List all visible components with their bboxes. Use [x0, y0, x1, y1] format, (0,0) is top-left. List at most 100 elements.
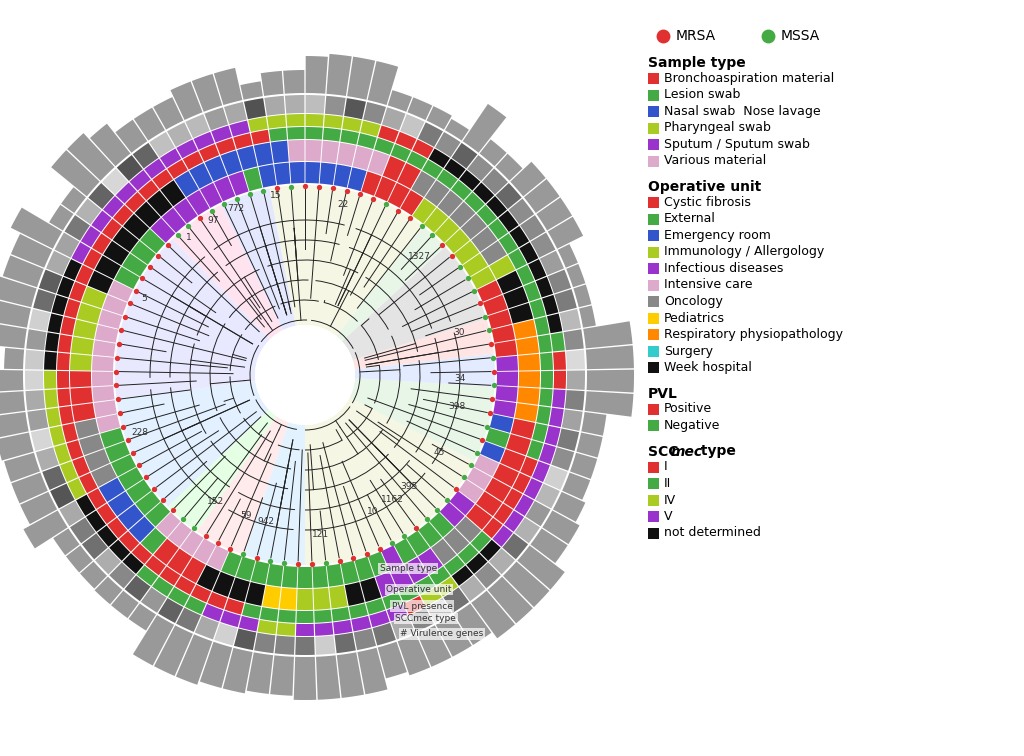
Wedge shape — [93, 340, 116, 357]
Text: External: External — [664, 212, 716, 225]
Wedge shape — [523, 282, 541, 302]
Wedge shape — [373, 623, 396, 646]
Wedge shape — [4, 453, 40, 482]
Text: Week hospital: Week hospital — [664, 361, 752, 374]
Text: Cystic fibrosis: Cystic fibrosis — [664, 196, 751, 209]
Wedge shape — [444, 556, 465, 575]
Wedge shape — [239, 616, 259, 631]
Wedge shape — [305, 420, 386, 565]
Wedge shape — [456, 516, 481, 542]
Wedge shape — [244, 98, 266, 119]
Wedge shape — [236, 556, 255, 581]
Wedge shape — [50, 484, 75, 509]
Wedge shape — [220, 150, 243, 175]
Wedge shape — [587, 370, 634, 392]
Wedge shape — [450, 491, 475, 515]
Wedge shape — [87, 488, 106, 509]
Wedge shape — [82, 533, 108, 559]
Wedge shape — [70, 354, 92, 370]
Text: MSSA: MSSA — [781, 29, 820, 43]
Wedge shape — [331, 212, 423, 336]
Wedge shape — [162, 208, 186, 233]
Wedge shape — [397, 163, 421, 189]
Wedge shape — [565, 390, 585, 411]
Wedge shape — [46, 407, 61, 427]
Text: 772: 772 — [227, 204, 244, 213]
Wedge shape — [200, 183, 222, 208]
FancyBboxPatch shape — [648, 312, 659, 324]
Wedge shape — [482, 169, 508, 194]
Wedge shape — [391, 616, 415, 640]
Wedge shape — [503, 287, 528, 308]
Wedge shape — [334, 164, 351, 187]
FancyBboxPatch shape — [648, 528, 659, 538]
Wedge shape — [191, 74, 222, 112]
Wedge shape — [11, 234, 52, 268]
Wedge shape — [327, 398, 474, 547]
Wedge shape — [566, 264, 586, 287]
Wedge shape — [172, 205, 283, 339]
Wedge shape — [135, 491, 161, 515]
Wedge shape — [336, 226, 445, 341]
Wedge shape — [79, 434, 103, 455]
Wedge shape — [489, 256, 515, 279]
Wedge shape — [323, 128, 341, 141]
Wedge shape — [147, 191, 172, 216]
Wedge shape — [480, 241, 507, 265]
Wedge shape — [96, 414, 120, 433]
Wedge shape — [400, 114, 425, 138]
Wedge shape — [290, 162, 304, 184]
FancyBboxPatch shape — [648, 494, 659, 506]
Wedge shape — [20, 492, 57, 524]
Wedge shape — [130, 170, 151, 191]
Wedge shape — [197, 565, 220, 590]
Wedge shape — [529, 299, 546, 318]
Wedge shape — [452, 180, 472, 200]
Wedge shape — [342, 117, 361, 132]
Wedge shape — [133, 143, 159, 169]
Text: 22: 22 — [338, 200, 349, 209]
Wedge shape — [25, 350, 44, 370]
Wedge shape — [554, 370, 566, 389]
Wedge shape — [316, 655, 340, 700]
Wedge shape — [332, 607, 350, 621]
Wedge shape — [327, 564, 344, 587]
Wedge shape — [108, 280, 133, 302]
Text: Bronchoaspiration material: Bronchoaspiration material — [664, 72, 835, 85]
Wedge shape — [404, 557, 428, 583]
Wedge shape — [499, 234, 518, 254]
Text: mec: mec — [671, 445, 703, 458]
Wedge shape — [122, 253, 147, 277]
Wedge shape — [325, 96, 346, 116]
Wedge shape — [189, 163, 213, 189]
Wedge shape — [261, 71, 284, 96]
Wedge shape — [495, 340, 517, 357]
Wedge shape — [205, 107, 228, 131]
Wedge shape — [463, 253, 487, 277]
Wedge shape — [94, 577, 123, 604]
Wedge shape — [0, 322, 27, 349]
Wedge shape — [437, 169, 458, 189]
Wedge shape — [368, 552, 389, 576]
Wedge shape — [547, 314, 562, 333]
Text: Pediatrics: Pediatrics — [664, 311, 725, 324]
Wedge shape — [557, 429, 580, 451]
Wedge shape — [262, 585, 281, 609]
Wedge shape — [110, 540, 130, 561]
Wedge shape — [115, 267, 139, 289]
Wedge shape — [514, 494, 534, 516]
Text: 398: 398 — [449, 402, 465, 411]
Wedge shape — [65, 215, 90, 240]
Wedge shape — [489, 414, 513, 433]
Text: 45: 45 — [434, 448, 445, 457]
Wedge shape — [203, 604, 223, 621]
Wedge shape — [459, 170, 480, 191]
Wedge shape — [553, 492, 586, 522]
Wedge shape — [429, 148, 450, 168]
Wedge shape — [378, 125, 398, 143]
Wedge shape — [242, 603, 261, 618]
Text: Operative unit: Operative unit — [648, 180, 761, 194]
Wedge shape — [479, 139, 507, 166]
Wedge shape — [488, 548, 515, 575]
Wedge shape — [494, 503, 513, 524]
